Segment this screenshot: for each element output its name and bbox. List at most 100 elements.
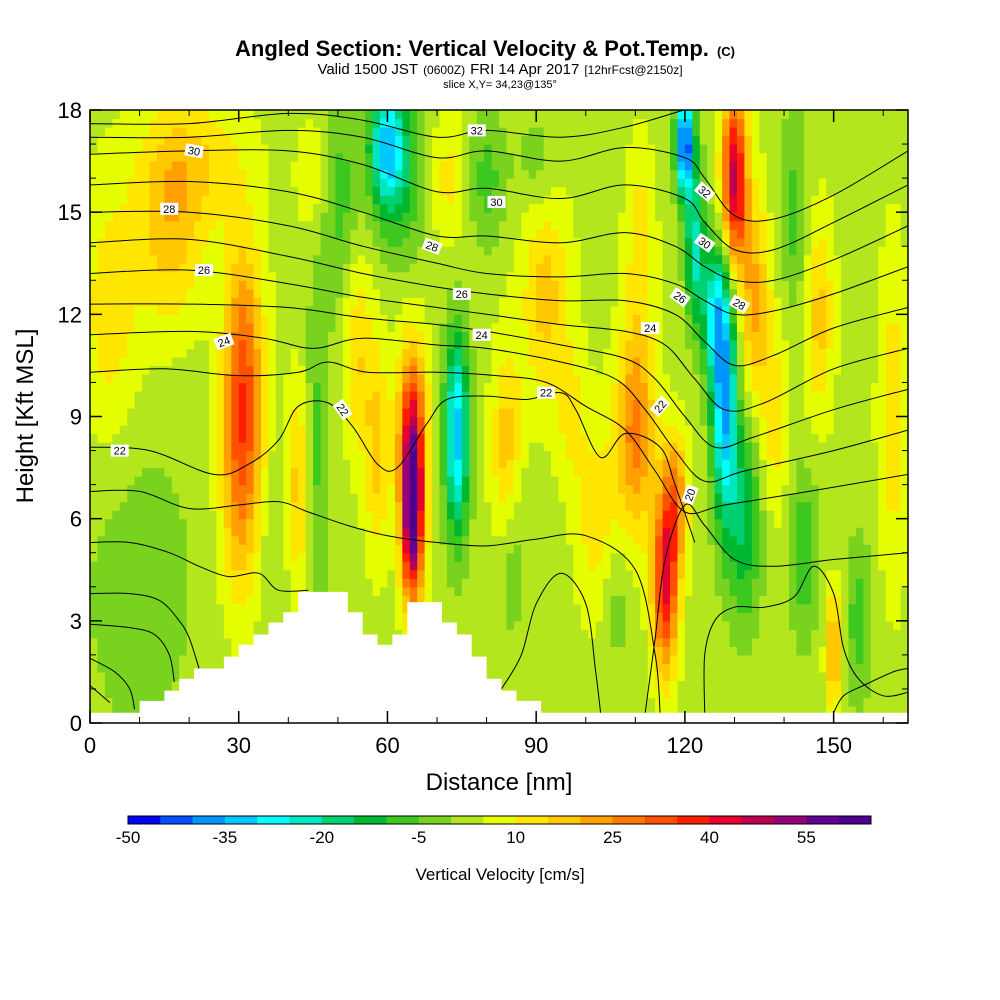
velocity-cell (469, 305, 500, 315)
velocity-cell (885, 612, 902, 622)
velocity-cell (380, 212, 403, 222)
velocity-cell (811, 501, 820, 511)
velocity-cell (722, 535, 738, 545)
velocity-cell (216, 535, 225, 545)
velocity-cell (283, 442, 292, 452)
velocity-cell (789, 348, 805, 358)
velocity-cell (372, 467, 381, 477)
velocity-cell (417, 365, 426, 375)
velocity-cell (565, 288, 582, 298)
velocity-cell (900, 356, 908, 367)
velocity-cell (186, 544, 218, 554)
velocity-cell (90, 246, 99, 256)
velocity-cell (290, 578, 307, 588)
velocity-cell (766, 305, 775, 315)
x-tick-label: 90 (524, 733, 548, 758)
velocity-cell (484, 382, 500, 392)
velocity-cell (595, 629, 612, 639)
velocity-cell (707, 169, 716, 179)
velocity-cell (372, 144, 381, 154)
velocity-cell (112, 212, 151, 222)
velocity-cell (826, 322, 835, 332)
velocity-cell (803, 280, 812, 290)
velocity-cell (736, 152, 745, 162)
velocity-cell (506, 561, 522, 571)
velocity-cell (283, 501, 292, 511)
velocity-cell (298, 416, 307, 426)
velocity-cell (208, 339, 218, 349)
isentrope-line (90, 657, 136, 710)
velocity-cell (796, 586, 812, 596)
isentrope-label-text: 22 (334, 402, 351, 419)
velocity-cell (179, 263, 203, 273)
velocity-cell (803, 254, 812, 264)
velocity-cell (521, 442, 530, 452)
velocity-cell (439, 535, 448, 545)
velocity-cell (766, 552, 790, 562)
velocity-cell (684, 339, 701, 349)
velocity-cell (320, 382, 329, 392)
velocity-cell (558, 280, 567, 290)
velocity-cell (238, 416, 247, 426)
velocity-cell (424, 646, 649, 656)
velocity-cell (736, 399, 745, 409)
velocity-cell (789, 552, 798, 562)
velocity-cell (186, 288, 225, 298)
velocity-cell (112, 118, 151, 128)
velocity-cell (640, 356, 649, 367)
velocity-cell (491, 442, 500, 452)
isentrope-line (90, 269, 908, 412)
velocity-cell (580, 271, 619, 281)
velocity-cell (424, 314, 448, 324)
velocity-cell (774, 237, 783, 247)
velocity-cell (90, 212, 113, 222)
velocity-cell (275, 399, 284, 409)
velocity-cell (90, 399, 136, 409)
velocity-cell (223, 263, 232, 273)
velocity-cell (350, 476, 366, 486)
velocity-cell (781, 484, 798, 494)
velocity-cell (900, 203, 908, 213)
velocity-cell (194, 339, 210, 349)
colorbar-swatch (418, 816, 452, 824)
velocity-cell (90, 612, 188, 622)
velocity-cell (461, 314, 470, 324)
colorbar-swatch (451, 816, 484, 824)
y-tick-label: 9 (70, 405, 82, 430)
velocity-cell (625, 339, 649, 349)
velocity-cell (186, 620, 225, 630)
velocity-cell (677, 527, 686, 537)
velocity-cell (491, 467, 515, 477)
velocity-cell (722, 297, 731, 307)
velocity-cell (216, 382, 225, 392)
velocity-cell (610, 637, 627, 647)
velocity-cell (833, 288, 842, 298)
velocity-cell (104, 688, 173, 699)
velocity-cell (186, 637, 232, 647)
velocity-cell (223, 416, 232, 426)
velocity-cell (305, 442, 314, 452)
velocity-cell (268, 365, 277, 375)
velocity-cell (781, 416, 790, 426)
velocity-cell (268, 407, 277, 418)
velocity-cell (275, 331, 307, 341)
velocity-cell (781, 203, 790, 213)
velocity-cell (729, 373, 738, 384)
velocity-cell (796, 637, 812, 647)
velocity-cell (521, 416, 560, 426)
velocity-cell (268, 161, 292, 171)
velocity-cell (149, 220, 195, 230)
velocity-cell (261, 595, 292, 605)
velocity-cell (238, 348, 247, 358)
velocity-cell (90, 578, 188, 588)
isentrope-label: 32 (467, 124, 486, 137)
velocity-cell (617, 246, 634, 256)
velocity-cell (90, 450, 210, 460)
velocity-cell (327, 569, 366, 579)
velocity-cell (610, 399, 619, 409)
velocity-cell (231, 510, 240, 520)
isentrope-line (703, 565, 908, 713)
velocity-cell (796, 459, 805, 469)
velocity-cell (208, 373, 218, 384)
velocity-cell (439, 178, 455, 188)
